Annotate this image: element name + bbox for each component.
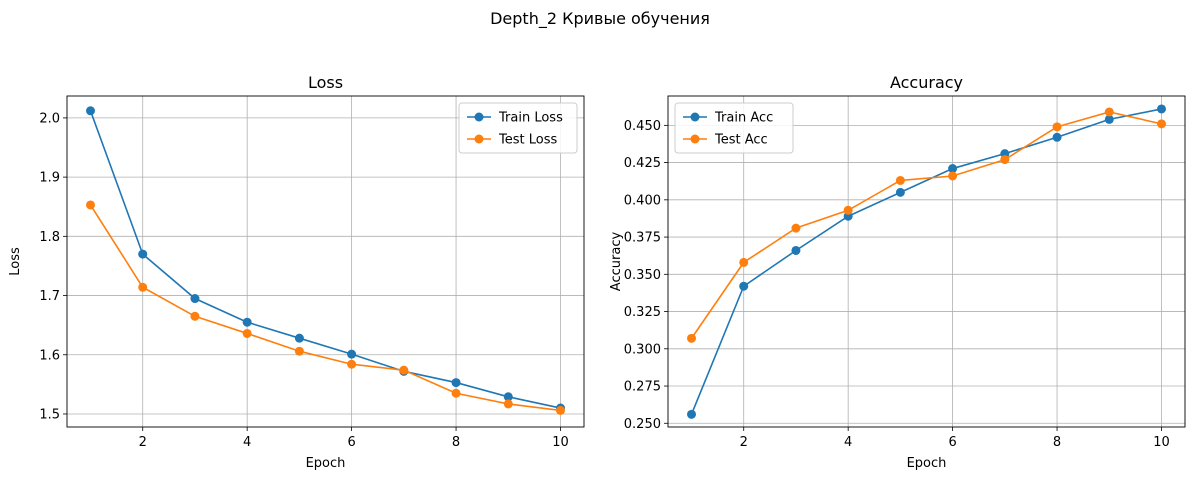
- accuracy-series-1-point-2: [791, 223, 801, 233]
- accuracy-series-0-point-0: [687, 409, 696, 419]
- accuracy-ytick-label-2: 0.300: [624, 342, 661, 357]
- figure-suptitle: Depth_2 Кривые обучения: [490, 9, 710, 29]
- accuracy-xtick-label-1: 4: [844, 435, 852, 450]
- accuracy-legend-marker-1: [690, 134, 700, 144]
- accuracy-series-1-point-1: [739, 257, 749, 267]
- loss-xtick-label-3: 8: [452, 435, 460, 450]
- loss-legend-marker-0: [474, 112, 484, 122]
- loss-legend-label-0: Train Loss: [498, 111, 563, 126]
- loss-series-0-point-1: [138, 249, 148, 259]
- loss-series-0-point-7: [451, 378, 461, 388]
- accuracy-xtick-label-4: 10: [1153, 435, 1170, 450]
- accuracy-xlabel: Epoch: [907, 456, 947, 471]
- accuracy-ytick-label-5: 0.375: [624, 231, 661, 246]
- loss-series-1-point-6: [399, 365, 409, 375]
- loss-ytick-label-3: 1.8: [39, 230, 60, 245]
- loss-series-1-point-7: [451, 388, 461, 398]
- loss-ytick-label-2: 1.7: [39, 289, 60, 304]
- loss-axes-frame: [66, 95, 585, 428]
- accuracy-series-0-point-9: [1157, 104, 1166, 114]
- accuracy-series-0-point-1: [739, 281, 749, 291]
- loss-series-line-0: [89, 110, 561, 409]
- loss-legend-label-1: Test Loss: [498, 133, 557, 148]
- loss-legend-marker-1: [474, 134, 484, 144]
- accuracy-series-line-0: [690, 108, 1162, 415]
- loss-title: Loss: [308, 73, 343, 92]
- loss-xtick-label-4: 10: [552, 435, 569, 450]
- loss-series-0-point-3: [242, 317, 252, 327]
- loss-series-0-point-4: [294, 333, 304, 343]
- loss-series-0-point-8: [503, 392, 513, 402]
- accuracy-series-0-point-2: [791, 245, 801, 255]
- accuracy-series-1-point-7: [1052, 122, 1062, 132]
- accuracy-series-1-point-4: [895, 175, 905, 185]
- accuracy-series-1-point-5: [948, 171, 958, 181]
- accuracy-series-1-point-3: [843, 205, 853, 215]
- accuracy-panel: 2 4 6 8 10 0.250 0.275 0.300 0.325 0.350 0.375 0.40…: [609, 73, 1186, 471]
- accuracy-series-1-point-6: [1000, 155, 1010, 165]
- accuracy-ylabel: Accuracy: [609, 232, 624, 292]
- accuracy-series-1-point-0: [687, 333, 696, 343]
- loss-series-1-point-3: [242, 328, 252, 338]
- loss-series-1-point-8: [503, 399, 513, 409]
- accuracy-series-1-point-9: [1157, 119, 1166, 129]
- accuracy-axes-frame: [667, 95, 1186, 428]
- loss-series-1-point-5: [347, 359, 357, 369]
- accuracy-legend-marker-0: [690, 112, 700, 122]
- accuracy-series-0-point-7: [1052, 132, 1062, 142]
- accuracy-ytick-label-0: 0.250: [624, 417, 661, 432]
- accuracy-title: Accuracy: [890, 73, 963, 92]
- loss-series-1-point-0: [86, 200, 95, 210]
- accuracy-ytick-label-4: 0.350: [624, 268, 661, 283]
- loss-series-0-point-0: [86, 106, 95, 116]
- accuracy-xtick-label-3: 8: [1053, 435, 1061, 450]
- loss-panel: 2 4 6 8 10 1.5 1.6 1.7 1.8 1.9 2.0 Loss Epoch Loss Tra…: [8, 73, 585, 471]
- accuracy-ytick-label-6: 0.400: [624, 193, 661, 208]
- loss-ytick-label-4: 1.9: [39, 171, 60, 186]
- accuracy-xtick-label-2: 6: [948, 435, 956, 450]
- accuracy-series-0-point-5: [948, 164, 958, 174]
- loss-series-0-point-5: [347, 349, 357, 359]
- accuracy-series-line-1: [690, 111, 1162, 339]
- loss-series-1-point-1: [138, 282, 148, 292]
- loss-series-line-1: [89, 204, 561, 412]
- accuracy-legend-label-1: Test Acc: [714, 133, 768, 148]
- accuracy-ytick-label-3: 0.325: [624, 305, 661, 320]
- loss-ytick-label-0: 1.5: [39, 407, 60, 422]
- loss-series-1-point-4: [294, 346, 304, 356]
- loss-legend-box: [458, 102, 578, 154]
- loss-series-0-point-2: [190, 294, 200, 304]
- accuracy-ytick-label-1: 0.275: [624, 380, 661, 395]
- loss-xtick-label-1: 4: [243, 435, 251, 450]
- loss-xtick-label-0: 2: [139, 435, 147, 450]
- accuracy-series-1-point-8: [1104, 107, 1114, 117]
- loss-series-1-point-2: [190, 311, 200, 321]
- accuracy-series-0-point-4: [895, 187, 905, 197]
- loss-ytick-label-1: 1.6: [39, 348, 60, 363]
- loss-ytick-label-5: 2.0: [39, 111, 60, 126]
- accuracy-xtick-label-0: 2: [740, 435, 748, 450]
- loss-xlabel: Epoch: [306, 456, 346, 471]
- accuracy-ytick-label-8: 0.450: [624, 119, 661, 134]
- loss-xtick-label-2: 6: [347, 435, 355, 450]
- accuracy-ytick-label-7: 0.425: [624, 156, 661, 171]
- loss-ylabel: Loss: [8, 247, 23, 276]
- accuracy-legend-label-0: Train Acc: [714, 111, 773, 126]
- accuracy-legend-box: [674, 102, 794, 154]
- loss-series-1-point-9: [556, 405, 565, 415]
- accuracy-series-0-point-8: [1104, 114, 1114, 124]
